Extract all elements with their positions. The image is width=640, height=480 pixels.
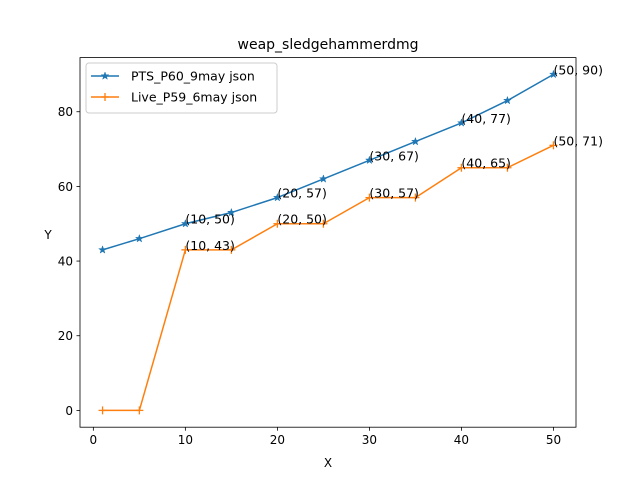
x-tick-label: 40 (454, 433, 469, 447)
legend-label: Live_P59_6may json (131, 90, 257, 105)
series-1-point (456, 118, 466, 127)
data-label: (10, 43) (185, 238, 235, 253)
series-2-line (102, 144, 554, 412)
axes-frame (79, 57, 577, 428)
x-tick-label: 30 (362, 433, 377, 447)
series-2-point (319, 219, 328, 228)
y-tick-label: 20 (58, 329, 73, 343)
series-1-point (410, 136, 420, 146)
series-2-point (365, 193, 374, 202)
series-2-point (549, 141, 558, 150)
legend-item: Live_P59_6may json (91, 90, 257, 105)
series-2-point (227, 245, 236, 254)
data-label: (50, 90) (553, 62, 603, 77)
data-label: (40, 65) (461, 156, 511, 171)
legend-marker (100, 71, 110, 80)
data-label: (10, 50) (185, 212, 235, 227)
series-1-point (364, 155, 374, 165)
y-axis-label: Y (43, 228, 52, 242)
y-tick-label: 0 (65, 404, 73, 418)
series-2-point (98, 406, 107, 415)
x-tick-label: 50 (546, 433, 561, 447)
plot-area (98, 69, 558, 415)
y-tick-label: 40 (58, 255, 73, 269)
legend-frame (85, 62, 278, 114)
y-tick-label: 60 (58, 180, 73, 194)
x-axis: 0 10 20 30 40 50 (90, 427, 561, 447)
legend-item: PTS_P60_9may json (91, 69, 255, 84)
y-axis: 0 20 40 60 80 (58, 105, 80, 418)
data-label: (40, 77) (461, 111, 511, 126)
annotations: (10, 50) (20, 57) (30, 67) (40, 77) (50, 90)… (185, 62, 603, 252)
x-axis-label: X (324, 456, 332, 470)
series-1 (98, 69, 558, 254)
series-1-point (226, 207, 236, 217)
x-tick-label: 10 (178, 433, 193, 447)
series-2-point (181, 245, 190, 254)
legend-label: PTS_P60_9may json (131, 69, 255, 84)
series-1-point (272, 192, 282, 202)
series-2-point (273, 219, 282, 228)
series-2-point (457, 163, 466, 172)
series-1-point (134, 233, 144, 243)
series-1-point (502, 95, 512, 105)
x-tick-label: 0 (90, 433, 98, 447)
data-label: (30, 67) (369, 148, 419, 163)
legend-marker (101, 93, 109, 101)
chart-title: weap_sledgehammerdmg (238, 37, 419, 53)
x-tick-label: 20 (270, 433, 285, 447)
y-tick-label: 80 (58, 105, 73, 119)
data-label: (50, 71) (553, 133, 603, 148)
series-2 (98, 141, 558, 415)
series-2-point (135, 406, 144, 415)
data-label: (30, 57) (369, 186, 419, 201)
data-label: (20, 57) (277, 186, 327, 201)
series-1-point (98, 245, 108, 254)
series-2-point (503, 163, 512, 172)
series-1-point (318, 174, 328, 183)
series-2-point (411, 193, 420, 202)
series-1-point (180, 218, 190, 228)
series-1-point (548, 69, 558, 79)
legend: PTS_P60_9may json Live_P59_6may json (85, 62, 278, 114)
data-label: (20, 50) (277, 212, 327, 227)
